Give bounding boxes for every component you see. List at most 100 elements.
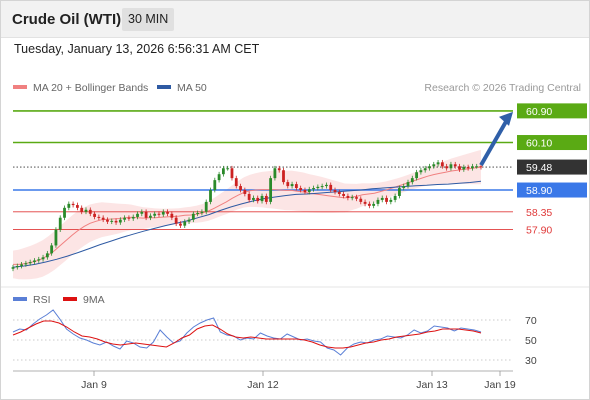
candle-body: [440, 162, 444, 167]
candle-body: [436, 162, 440, 165]
candle-body: [183, 221, 187, 226]
candle-body: [196, 212, 200, 214]
level-tag: [517, 103, 587, 119]
level-tag-label: 57.90: [526, 225, 552, 237]
candle-body: [76, 205, 79, 208]
candle-body: [230, 168, 234, 179]
candle-body: [475, 166, 479, 168]
candle-body: [200, 211, 204, 213]
candle-body: [217, 174, 221, 181]
candle-body: [131, 216, 135, 219]
candle-body: [209, 190, 212, 202]
candle-body: [33, 260, 36, 263]
x-tick-label: Jan 9: [81, 379, 107, 391]
forecast-arrow-head: [499, 111, 513, 126]
candle-body: [410, 178, 414, 183]
candle-body: [161, 211, 165, 215]
source-label: Research © 2026 Trading Central: [424, 82, 581, 94]
candle-body: [114, 220, 118, 223]
chart-title: Crude Oil (WTI): [12, 11, 122, 28]
candle-body: [101, 217, 105, 220]
candle-body: [179, 223, 182, 226]
rsi-series-line: [12, 320, 482, 349]
candle-body: [337, 192, 341, 194]
level-tag-label: 60.90: [526, 106, 552, 118]
candle-body: [471, 166, 474, 169]
candle-body: [157, 213, 161, 215]
candle-body: [393, 195, 397, 200]
candle-body: [67, 203, 71, 208]
rsi-tick-label: 70: [525, 315, 537, 327]
candle-body: [380, 197, 384, 200]
candle-body: [269, 178, 273, 202]
candle-body: [187, 219, 191, 222]
candle-body: [277, 168, 281, 171]
candle-body: [71, 203, 75, 206]
candle-body: [256, 197, 260, 202]
candle-body: [363, 201, 367, 204]
candle-body: [333, 190, 337, 192]
candle-body: [415, 172, 418, 179]
candle-body: [402, 186, 406, 189]
level-tag-label: 58.90: [526, 185, 552, 197]
candle-body: [479, 166, 483, 168]
candle-body: [221, 168, 225, 175]
candle-body: [312, 188, 315, 190]
candle-body: [264, 195, 268, 202]
candle-body: [136, 213, 139, 217]
candle-body: [462, 167, 466, 170]
candle-body: [170, 213, 174, 218]
candle-body: [316, 186, 320, 189]
candle-body: [286, 182, 290, 187]
candle-body: [355, 197, 358, 199]
candle-body: [247, 193, 251, 200]
candle-body: [406, 182, 410, 187]
candle-body: [45, 253, 49, 258]
candle-body: [329, 184, 333, 191]
level-tag: [517, 135, 587, 151]
candle-body: [144, 211, 148, 218]
candle-body: [24, 263, 28, 265]
legend-swatch: [13, 85, 27, 89]
timestamp: Tuesday, January 13, 2026 6:56:31 AM CET: [14, 42, 260, 56]
candle-body: [118, 219, 122, 223]
candle-body: [419, 170, 423, 173]
candle-body: [80, 207, 84, 212]
candle-body: [346, 195, 350, 198]
candle-body: [299, 188, 303, 191]
candle-body: [243, 190, 247, 194]
candle-body: [282, 170, 285, 183]
level-tag: [517, 159, 587, 175]
timeframe-button[interactable]: 30 MIN: [122, 8, 175, 31]
candle-body: [174, 217, 178, 224]
candle-body: [63, 207, 66, 218]
candle-body: [367, 203, 371, 206]
candle-body: [97, 216, 101, 218]
candle-body: [110, 220, 114, 222]
candle-body: [106, 219, 109, 222]
candle-body: [423, 168, 427, 171]
candle-body: [252, 197, 255, 200]
candle-body: [376, 199, 380, 204]
candle-body: [234, 178, 238, 187]
level-tag: [517, 182, 587, 198]
candle-body: [432, 164, 436, 167]
candle-body: [226, 168, 230, 170]
candle-body: [325, 184, 328, 187]
legend-label: MA 20 + Bollinger Bands: [33, 82, 148, 94]
candle-body: [398, 188, 401, 196]
candle-body: [449, 164, 453, 169]
candle-body: [320, 186, 324, 188]
candle-body: [84, 209, 88, 212]
candle-body: [372, 203, 376, 206]
rsi-legend-label: RSI: [33, 294, 51, 306]
candle-body: [37, 259, 41, 261]
candle-body: [204, 201, 208, 212]
candle-body: [303, 190, 307, 192]
candle-body: [153, 213, 157, 216]
bollinger-band: [13, 149, 481, 280]
candle-body: [445, 166, 449, 169]
rsi-tick-label: 50: [525, 335, 537, 347]
